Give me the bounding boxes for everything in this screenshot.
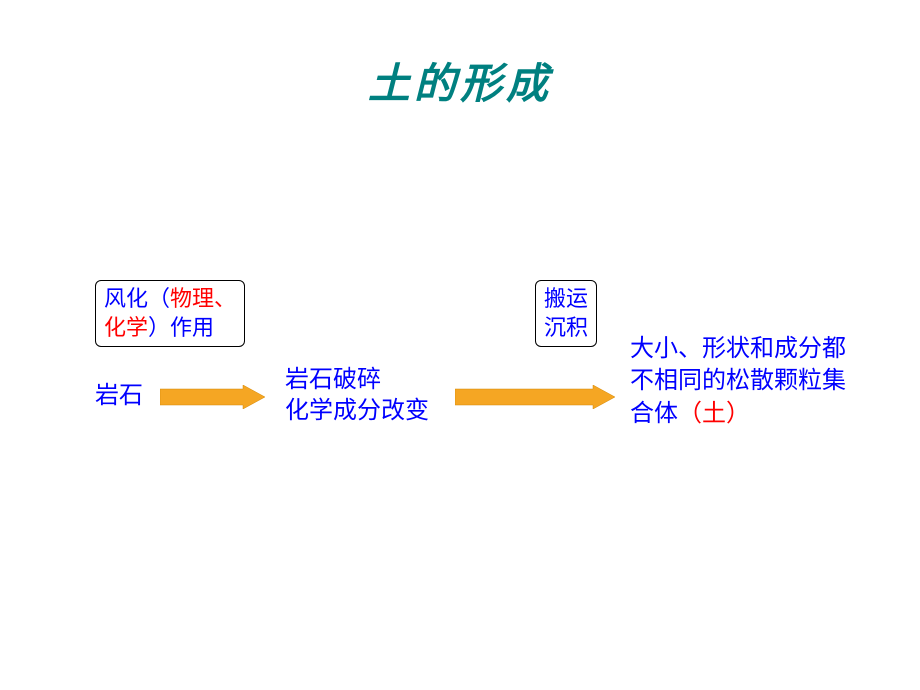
transport-line2: 沉积: [544, 314, 588, 343]
transport-label-box: 搬运 沉积: [535, 280, 597, 347]
soil-node: 大小、形状和成分都不相同的松散颗粒集合体（土）: [630, 333, 850, 430]
weathering-emphasis1: 物理、: [170, 286, 236, 311]
weathering-label-box: 风化（物理、 化学）作用: [95, 280, 245, 347]
rock-node: 岩石: [95, 375, 143, 410]
soil-term: （土）: [678, 401, 750, 427]
broken-rock-node: 岩石破碎 化学成分改变: [285, 365, 429, 427]
weathering-emphasis2: 化学: [104, 315, 148, 340]
broken-rock-line1: 岩石破碎: [285, 365, 429, 396]
transport-line1: 搬运: [544, 285, 588, 314]
weathering-prefix: 风化（: [104, 286, 170, 311]
arrow-1: [160, 385, 265, 409]
weathering-label-line2: 化学）作用: [104, 314, 236, 343]
page-title: 土的形成: [368, 50, 552, 111]
arrow-2: [455, 385, 615, 409]
weathering-suffix: ）作用: [148, 315, 214, 340]
broken-rock-line2: 化学成分改变: [285, 396, 429, 427]
weathering-label-line1: 风化（物理、: [104, 285, 236, 314]
